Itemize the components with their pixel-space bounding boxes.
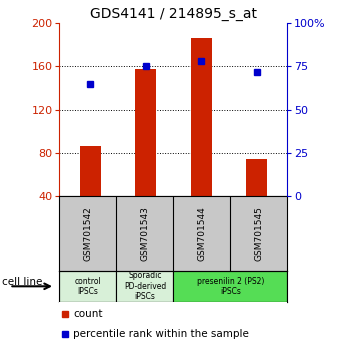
Text: count: count: [73, 309, 103, 319]
Title: GDS4141 / 214895_s_at: GDS4141 / 214895_s_at: [90, 7, 257, 21]
Text: GSM701544: GSM701544: [198, 206, 206, 261]
Text: GSM701543: GSM701543: [140, 206, 149, 261]
Text: control
IPSCs: control IPSCs: [74, 276, 101, 296]
Bar: [246, 159, 267, 196]
Text: presenilin 2 (PS2)
iPSCs: presenilin 2 (PS2) iPSCs: [197, 276, 264, 296]
Bar: [173, 271, 287, 302]
Bar: [191, 38, 212, 196]
Bar: [135, 69, 156, 196]
Text: GSM701542: GSM701542: [84, 206, 92, 261]
Text: cell line: cell line: [2, 277, 42, 287]
Bar: [59, 271, 116, 302]
Bar: [80, 145, 101, 196]
Bar: [116, 271, 173, 302]
Text: percentile rank within the sample: percentile rank within the sample: [73, 329, 249, 339]
Text: Sporadic
PD-derived
iPSCs: Sporadic PD-derived iPSCs: [124, 272, 166, 301]
Text: GSM701545: GSM701545: [254, 206, 263, 261]
